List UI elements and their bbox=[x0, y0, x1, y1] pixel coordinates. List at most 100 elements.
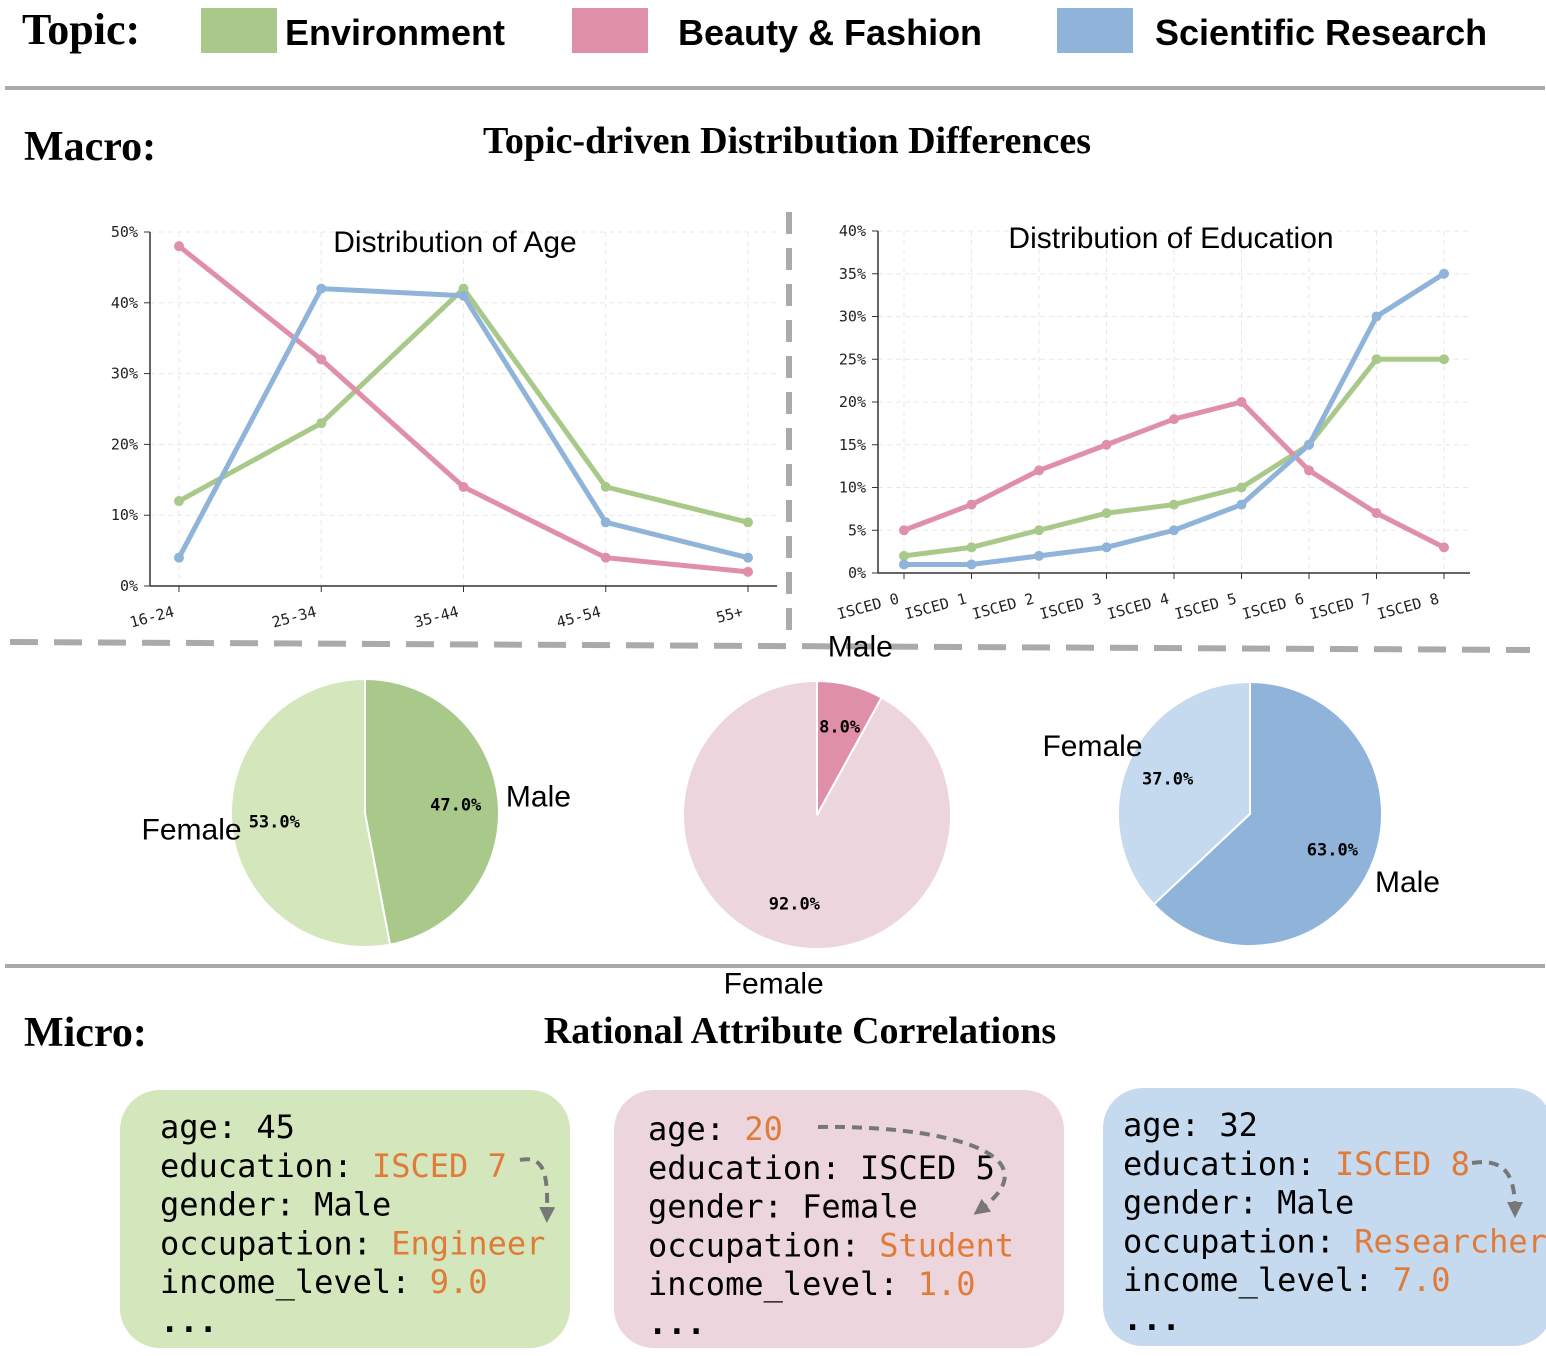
point bbox=[1371, 508, 1382, 519]
attribute-value: Male bbox=[314, 1186, 391, 1224]
topic-label: Topic: bbox=[22, 5, 140, 54]
attribute-key: gender: bbox=[160, 1186, 295, 1224]
point bbox=[1101, 508, 1112, 519]
point bbox=[743, 517, 753, 528]
legend-label: Environment bbox=[285, 12, 505, 53]
card-line: occupation: Student bbox=[648, 1226, 1014, 1264]
attribute-value: 7.0 bbox=[1393, 1261, 1451, 1299]
y-tick-label: 35% bbox=[839, 265, 866, 283]
card-line: gender: Female bbox=[648, 1188, 918, 1226]
attribute-key: age: bbox=[160, 1108, 237, 1146]
point bbox=[1034, 525, 1044, 536]
point bbox=[743, 566, 753, 577]
attribute-value: 20 bbox=[744, 1110, 783, 1148]
x-tick-label: ISCED 1 bbox=[903, 589, 969, 623]
card-ellipsis: ... bbox=[160, 1302, 218, 1340]
attribute-value: Female bbox=[802, 1188, 918, 1226]
attribute-value: Male bbox=[1277, 1184, 1354, 1222]
attribute-value: ISCED 8 bbox=[1335, 1145, 1470, 1183]
card bbox=[614, 1090, 1064, 1348]
card-line: income_level: 9.0 bbox=[160, 1263, 488, 1301]
attribute-key: income_level: bbox=[1123, 1261, 1373, 1299]
attribute-key: age: bbox=[648, 1110, 725, 1148]
point bbox=[458, 481, 469, 492]
point bbox=[1034, 465, 1044, 476]
chart-title: Distribution of Age bbox=[333, 226, 576, 259]
point bbox=[600, 481, 611, 492]
attribute-key: education: bbox=[1123, 1145, 1316, 1183]
point bbox=[1169, 414, 1179, 425]
card bbox=[1103, 1088, 1546, 1346]
y-tick-label: 10% bbox=[111, 506, 138, 524]
point bbox=[316, 354, 327, 365]
point bbox=[899, 559, 909, 570]
point bbox=[1304, 439, 1314, 450]
y-tick-label: 15% bbox=[839, 436, 866, 454]
card-line: age: 45 bbox=[160, 1108, 295, 1146]
card-line: age: 32 bbox=[1123, 1106, 1258, 1144]
card-line: education: ISCED 5 bbox=[648, 1149, 995, 1187]
attribute-key: income_level: bbox=[160, 1263, 410, 1301]
attribute-value: Student bbox=[879, 1226, 1014, 1264]
card-line: gender: Male bbox=[160, 1186, 391, 1224]
arrow bbox=[817, 1124, 1007, 1215]
separator bbox=[9, 639, 1531, 653]
point bbox=[743, 552, 753, 563]
point bbox=[174, 241, 184, 252]
point bbox=[1439, 354, 1449, 365]
point bbox=[1236, 397, 1247, 407]
attribute-value: Researcher bbox=[1354, 1222, 1546, 1260]
point bbox=[1236, 499, 1247, 510]
y-tick-label: 30% bbox=[839, 308, 866, 326]
point bbox=[1304, 465, 1314, 476]
x-tick-label: ISCED 3 bbox=[1038, 589, 1104, 623]
pie-category-label: Male bbox=[506, 781, 571, 814]
point bbox=[458, 290, 469, 301]
pie-category-label: Female bbox=[142, 813, 242, 846]
arrows bbox=[519, 1124, 1523, 1223]
card bbox=[120, 1090, 570, 1348]
y-tick-label: 0% bbox=[120, 577, 138, 595]
card-line: gender: Male bbox=[1123, 1184, 1354, 1222]
pie-category-label: Female bbox=[724, 968, 824, 1001]
attribute-key: education: bbox=[160, 1147, 353, 1185]
attribute-value: ISCED 7 bbox=[372, 1147, 507, 1185]
card-line: education: ISCED 8 bbox=[1123, 1145, 1470, 1183]
point bbox=[899, 550, 909, 561]
point bbox=[1101, 439, 1112, 450]
point bbox=[1371, 311, 1382, 322]
chart-title: Distribution of Education bbox=[1008, 222, 1333, 255]
x-tick-label: ISCED 0 bbox=[835, 589, 901, 623]
pie-slice bbox=[364, 677, 500, 946]
micro-title: Rational Attribute Correlations bbox=[544, 1010, 1056, 1052]
point bbox=[1034, 550, 1044, 561]
x-tick-label: ISCED 4 bbox=[1105, 589, 1171, 623]
y-tick-label: 20% bbox=[111, 435, 138, 453]
legend-swatch bbox=[572, 8, 648, 53]
pie-value-label: 53.0% bbox=[249, 813, 301, 833]
y-tick-label: 30% bbox=[111, 365, 138, 383]
point bbox=[1169, 499, 1179, 510]
y-tick-label: 0% bbox=[848, 564, 866, 582]
x-tick-label: ISCED 7 bbox=[1308, 589, 1374, 623]
point bbox=[899, 525, 909, 536]
point bbox=[316, 418, 327, 429]
attribute-value: 45 bbox=[256, 1108, 295, 1146]
attribute-key: occupation: bbox=[648, 1226, 860, 1264]
arrow bbox=[519, 1157, 556, 1223]
x-tick-label: 35-44 bbox=[412, 602, 460, 631]
point bbox=[600, 517, 611, 528]
pie-value-label: 47.0% bbox=[430, 795, 482, 815]
pie-slice bbox=[1152, 680, 1383, 947]
point bbox=[1371, 354, 1382, 365]
pie-slice bbox=[1117, 680, 1251, 906]
x-tick-label: 16-24 bbox=[128, 602, 176, 631]
pie-value-label: 8.0% bbox=[819, 718, 861, 738]
pie-category-label: Male bbox=[1375, 866, 1440, 899]
legend-label: Beauty & Fashion bbox=[678, 12, 982, 53]
y-tick-label: 20% bbox=[839, 393, 866, 411]
card-ellipsis: ... bbox=[648, 1304, 706, 1342]
legend-swatch bbox=[1057, 8, 1133, 53]
attribute-key: income_level: bbox=[648, 1265, 898, 1303]
